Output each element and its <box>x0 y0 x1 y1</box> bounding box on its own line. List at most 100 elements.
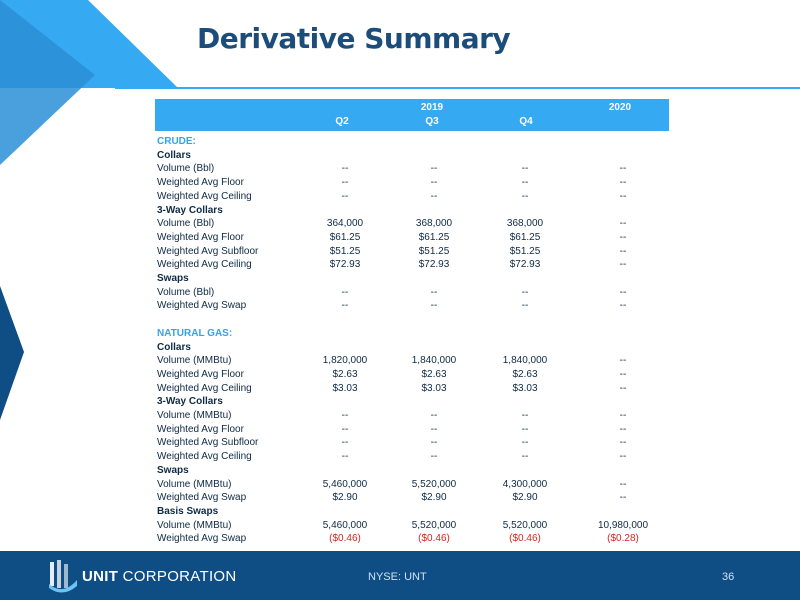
row-label: Weighted Avg Floor <box>157 231 244 243</box>
table-cell: -- <box>619 451 627 463</box>
table-cell: $2.63 <box>332 368 358 380</box>
table-cell: -- <box>619 231 627 243</box>
table-cell: -- <box>430 286 438 298</box>
table-cell: $51.25 <box>418 245 450 257</box>
table-cell: -- <box>619 286 627 298</box>
subsection-label: Swaps <box>157 273 189 284</box>
logo-rest: CORPORATION <box>122 568 237 585</box>
table-row: Weighted Avg Floor $2.63 $2.63 $2.63 -- <box>157 369 677 383</box>
table-row: Weighted Avg Floor -- -- -- -- <box>157 424 677 438</box>
stock-ticker: NYSE: UNT <box>368 571 427 583</box>
table-cell: -- <box>341 451 349 463</box>
subsection-label: 3-Way Collars <box>157 204 223 216</box>
table-cell: $2.63 <box>512 368 538 380</box>
table-cell: 368,000 <box>415 218 453 230</box>
table-cell: $72.93 <box>329 259 361 271</box>
table-cell: -- <box>619 177 627 189</box>
table-cell: 5,460,000 <box>322 478 368 490</box>
table-cell: -- <box>521 423 529 435</box>
table-cell: ($0.46) <box>418 533 450 545</box>
subsection-label: 3-Way Collars <box>157 396 223 408</box>
table-cell: -- <box>619 163 627 175</box>
table-row: Weighted Avg Subfloor -- -- -- -- <box>157 437 677 451</box>
table-row: 3-Way Collars <box>157 205 677 219</box>
table-cell: -- <box>619 492 627 504</box>
section-label: NATURAL GAS: <box>157 327 233 339</box>
table-header-band <box>155 99 669 131</box>
page-title: Derivative Summary <box>197 22 511 55</box>
row-label: Weighted Avg Ceiling <box>157 259 252 271</box>
table-cell: 5,460,000 <box>322 519 368 531</box>
table-cell: -- <box>341 177 349 189</box>
table-cell: -- <box>619 190 627 202</box>
table-cell: $61.25 <box>418 231 450 243</box>
row-label: Volume (MMBtu) <box>157 478 232 490</box>
table-cell: -- <box>430 437 438 449</box>
row-label: Volume (MMBtu) <box>157 410 232 421</box>
section-label: CRUDE: <box>157 136 196 147</box>
table-cell: -- <box>341 300 349 312</box>
table-cell: -- <box>521 163 529 175</box>
table-cell: -- <box>619 355 627 367</box>
table-row: Weighted Avg Ceiling $72.93 $72.93 $72.93 -- <box>157 259 677 273</box>
table-cell: -- <box>521 177 529 189</box>
row-label: Volume (Bbl) <box>157 163 215 175</box>
row-label: Weighted Avg Floor <box>157 368 244 380</box>
row-label: Volume (MMBtu) <box>157 519 232 531</box>
unit-logo-icon <box>49 560 77 593</box>
table-row: 3-Way Collars <box>157 396 677 410</box>
table-row: Volume (MMBtu) -- -- -- -- <box>157 410 677 424</box>
table-cell: -- <box>521 300 529 312</box>
table-row: Volume (MMBtu) 5,460,000 5,520,000 4,300,00… <box>157 479 677 493</box>
table-row: CRUDE: <box>157 136 677 150</box>
table-cell: 364,000 <box>326 218 364 230</box>
table-cell: $61.25 <box>509 231 541 243</box>
table-cell: 4,300,000 <box>502 478 548 490</box>
row-label: Volume (Bbl) <box>157 218 215 230</box>
table-row: Weighted Avg Swap ($0.46) ($0.46) ($0.46) ($… <box>157 533 677 547</box>
logo-bold: UNIT <box>82 568 119 585</box>
table-row: Swaps <box>157 273 677 287</box>
table-cell: -- <box>430 190 438 202</box>
table-cell: -- <box>619 245 627 257</box>
table-row: NATURAL GAS: <box>157 328 677 342</box>
row-label: Weighted Avg Ceiling <box>157 451 252 463</box>
table-cell: $2.90 <box>512 492 538 504</box>
table-row: Volume (MMBtu) 5,460,000 5,520,000 5,520,00… <box>157 520 677 534</box>
table-row: Collars <box>157 342 677 356</box>
table-cell: $2.90 <box>421 492 447 504</box>
table-cell: ($0.46) <box>329 533 361 545</box>
table-cell: -- <box>430 300 438 312</box>
table-cell: -- <box>341 163 349 175</box>
table-cell: $2.90 <box>332 492 358 504</box>
table-cell: -- <box>619 259 627 271</box>
table-cell: $72.93 <box>418 259 450 271</box>
table-cell: -- <box>619 478 627 490</box>
subsection-label: Basis Swaps <box>157 505 219 517</box>
table-row: Weighted Avg Ceiling -- -- -- -- <box>157 451 677 465</box>
table-row: Swaps <box>157 465 677 479</box>
header-q4: Q4 <box>519 116 533 127</box>
table-cell: $3.03 <box>332 382 358 394</box>
table-cell: 5,520,000 <box>502 519 548 531</box>
table-cell: -- <box>521 286 529 298</box>
row-label: Weighted Avg Swap <box>157 300 247 312</box>
table-cell: -- <box>430 163 438 175</box>
table-cell: -- <box>430 410 438 421</box>
row-label: Weighted Avg Floor <box>157 177 244 189</box>
subsection-label: Collars <box>157 149 191 161</box>
table-cell: $2.63 <box>421 368 447 380</box>
table-cell: -- <box>619 437 627 449</box>
table-row: Volume (Bbl) -- -- -- -- <box>157 287 677 301</box>
table-cell: 5,520,000 <box>411 519 457 531</box>
header-q3: Q3 <box>425 116 439 127</box>
table-cell: $3.03 <box>512 382 538 394</box>
row-label: Weighted Avg Ceiling <box>157 190 252 202</box>
table-row: Weighted Avg Swap $2.90 $2.90 $2.90 -- <box>157 492 677 506</box>
subsection-label: Swaps <box>157 464 189 476</box>
table-cell: 1,840,000 <box>411 355 457 367</box>
subsection-label: Collars <box>157 341 191 353</box>
table-cell: -- <box>619 410 627 421</box>
table-row: Weighted Avg Floor -- -- -- -- <box>157 177 677 191</box>
